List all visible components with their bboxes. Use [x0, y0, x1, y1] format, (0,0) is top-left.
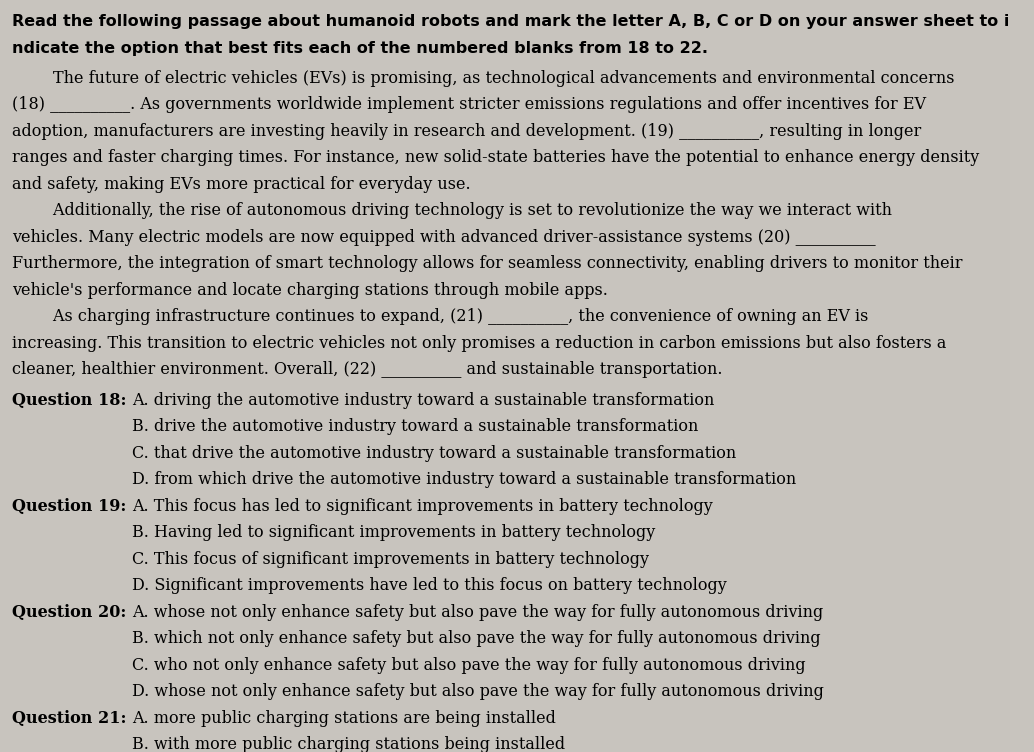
Text: B. which not only enhance safety but also pave the way for fully autonomous driv: B. which not only enhance safety but als…	[132, 630, 821, 647]
Text: vehicle's performance and locate charging stations through mobile apps.: vehicle's performance and locate chargin…	[12, 282, 608, 299]
Text: B. Having led to significant improvements in battery technology: B. Having led to significant improvement…	[132, 524, 656, 541]
Text: The future of electric vehicles (EVs) is promising, as technological advancement: The future of electric vehicles (EVs) is…	[12, 70, 954, 86]
Text: and safety, making EVs more practical for everyday use.: and safety, making EVs more practical fo…	[12, 176, 470, 193]
Text: Furthermore, the integration of smart technology allows for seamless connectivit: Furthermore, the integration of smart te…	[12, 255, 963, 272]
Text: ndicate the option that best fits each of the numbered blanks from 18 to 22.: ndicate the option that best fits each o…	[12, 41, 708, 56]
Text: C. This focus of significant improvements in battery technology: C. This focus of significant improvement…	[132, 550, 649, 568]
Text: B. with more public charging stations being installed: B. with more public charging stations be…	[132, 736, 566, 752]
Text: A. This focus has led to significant improvements in battery technology: A. This focus has led to significant imp…	[132, 498, 712, 514]
Text: Question 18:: Question 18:	[12, 392, 126, 408]
Text: cleaner, healthier environment. Overall, (22) __________ and sustainable transpo: cleaner, healthier environment. Overall,…	[12, 361, 723, 378]
Text: C. that drive the automotive industry toward a sustainable transformation: C. that drive the automotive industry to…	[132, 444, 736, 462]
Text: Additionally, the rise of autonomous driving technology is set to revolutionize : Additionally, the rise of autonomous dri…	[12, 202, 892, 219]
Text: As charging infrastructure continues to expand, (21) __________, the convenience: As charging infrastructure continues to …	[12, 308, 869, 325]
Text: ranges and faster charging times. For instance, new solid-state batteries have t: ranges and faster charging times. For in…	[12, 149, 979, 166]
Text: B. drive the automotive industry toward a sustainable transformation: B. drive the automotive industry toward …	[132, 418, 698, 435]
Text: increasing. This transition to electric vehicles not only promises a reduction i: increasing. This transition to electric …	[12, 335, 946, 352]
Text: adoption, manufacturers are investing heavily in research and development. (19) : adoption, manufacturers are investing he…	[12, 123, 921, 140]
Text: D. whose not only enhance safety but also pave the way for fully autonomous driv: D. whose not only enhance safety but als…	[132, 683, 824, 700]
Text: (18) __________. As governments worldwide implement stricter emissions regulatio: (18) __________. As governments worldwid…	[12, 96, 926, 113]
Text: Question 21:: Question 21:	[12, 710, 126, 726]
Text: A. whose not only enhance safety but also pave the way for fully autonomous driv: A. whose not only enhance safety but als…	[132, 604, 823, 620]
Text: D. Significant improvements have led to this focus on battery technology: D. Significant improvements have led to …	[132, 577, 727, 594]
Text: vehicles. Many electric models are now equipped with advanced driver-assistance : vehicles. Many electric models are now e…	[12, 229, 876, 246]
Text: C. who not only enhance safety but also pave the way for fully autonomous drivin: C. who not only enhance safety but also …	[132, 656, 805, 674]
Text: Read the following passage about humanoid robots and mark the letter A, B, C or : Read the following passage about humanoi…	[12, 14, 1009, 29]
Text: A. more public charging stations are being installed: A. more public charging stations are bei…	[132, 710, 556, 726]
Text: A. driving the automotive industry toward a sustainable transformation: A. driving the automotive industry towar…	[132, 392, 714, 408]
Text: D. from which drive the automotive industry toward a sustainable transformation: D. from which drive the automotive indus…	[132, 471, 796, 488]
Text: Question 19:: Question 19:	[12, 498, 126, 514]
Text: Question 20:: Question 20:	[12, 604, 126, 620]
